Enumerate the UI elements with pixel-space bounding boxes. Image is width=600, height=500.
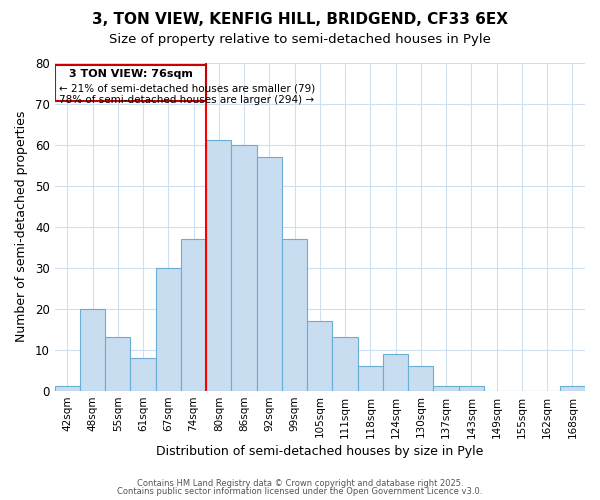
Bar — [232, 144, 257, 390]
Bar — [332, 338, 358, 390]
Bar — [358, 366, 383, 390]
Bar — [130, 358, 155, 390]
Text: ← 21% of semi-detached houses are smaller (79): ← 21% of semi-detached houses are smalle… — [59, 83, 315, 93]
Text: Contains public sector information licensed under the Open Government Licence v3: Contains public sector information licen… — [118, 488, 482, 496]
Bar — [433, 386, 459, 390]
Bar — [257, 157, 282, 390]
Bar — [155, 268, 181, 390]
Bar — [560, 386, 585, 390]
Bar — [181, 239, 206, 390]
Text: Contains HM Land Registry data © Crown copyright and database right 2025.: Contains HM Land Registry data © Crown c… — [137, 478, 463, 488]
Text: 3 TON VIEW: 76sqm: 3 TON VIEW: 76sqm — [68, 70, 193, 80]
Y-axis label: Number of semi-detached properties: Number of semi-detached properties — [15, 111, 28, 342]
Text: 3, TON VIEW, KENFIG HILL, BRIDGEND, CF33 6EX: 3, TON VIEW, KENFIG HILL, BRIDGEND, CF33… — [92, 12, 508, 28]
Text: 78% of semi-detached houses are larger (294) →: 78% of semi-detached houses are larger (… — [59, 96, 314, 106]
X-axis label: Distribution of semi-detached houses by size in Pyle: Distribution of semi-detached houses by … — [156, 444, 484, 458]
Bar — [459, 386, 484, 390]
Bar — [282, 239, 307, 390]
Bar — [383, 354, 408, 391]
Bar — [408, 366, 433, 390]
Bar — [80, 308, 105, 390]
Bar — [307, 321, 332, 390]
Bar — [105, 338, 130, 390]
Bar — [55, 386, 80, 390]
Bar — [55, 64, 206, 102]
Bar — [206, 140, 232, 390]
Text: Size of property relative to semi-detached houses in Pyle: Size of property relative to semi-detach… — [109, 32, 491, 46]
